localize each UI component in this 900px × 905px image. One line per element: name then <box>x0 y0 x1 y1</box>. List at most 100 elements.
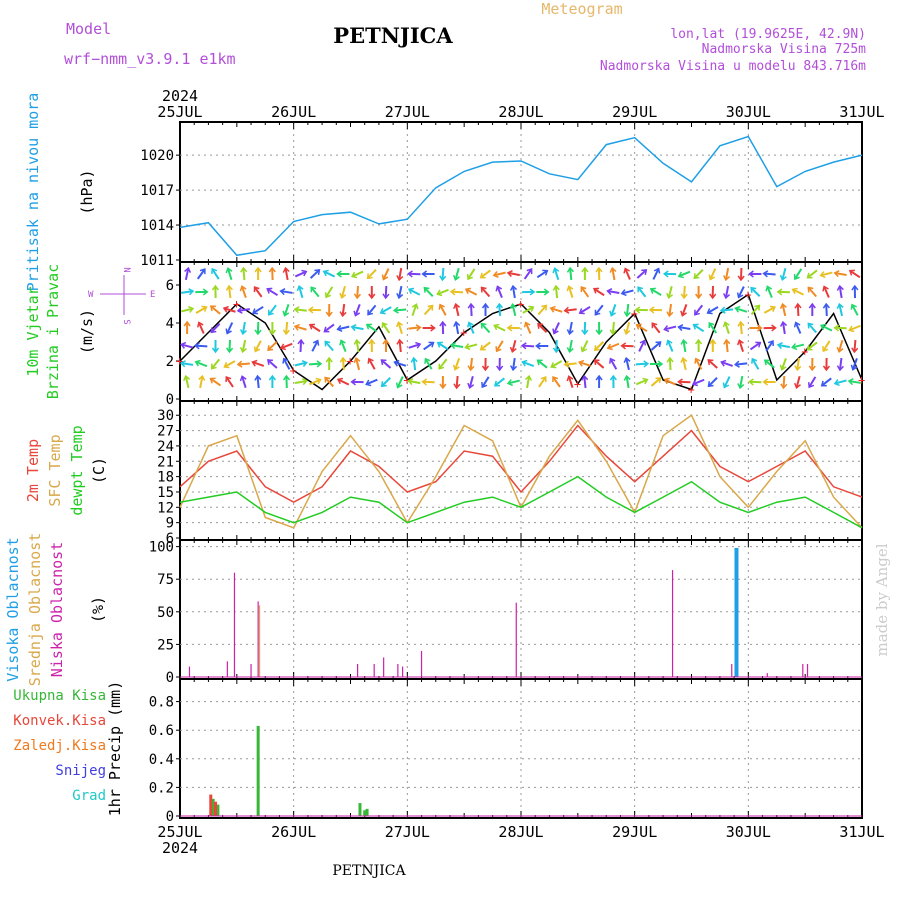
y-tick-label: 30 <box>157 408 174 424</box>
wind-arrow <box>212 286 218 298</box>
wind-arrow <box>578 304 591 315</box>
wind-arrow <box>607 288 620 296</box>
wind-arrow <box>353 357 362 370</box>
wind-arrow <box>636 361 648 368</box>
wind-arrow <box>397 340 404 353</box>
wind-arrow <box>466 267 478 280</box>
y-axis-label: Pritisak na nivou mora <box>24 93 42 292</box>
y-tick-label: 0 <box>166 670 174 686</box>
wind-arrow <box>296 285 305 298</box>
wind-arrow <box>294 378 307 386</box>
wind-arrow <box>353 303 363 316</box>
bar <box>767 673 768 677</box>
wind-arrow <box>550 305 563 314</box>
wind-arrow <box>710 286 716 298</box>
wind-arrow <box>765 285 775 298</box>
wind-arrow <box>266 303 278 316</box>
wind-arrow <box>465 342 478 351</box>
bar <box>366 809 369 816</box>
bar <box>259 605 260 677</box>
y-tick-label: 4 <box>166 316 174 332</box>
precip-legend-item: Ukupna Kisa <box>13 688 106 704</box>
wind-arrow <box>453 303 462 316</box>
wind-arrow <box>579 285 591 298</box>
wind-arrow <box>381 267 392 280</box>
wind-arrow <box>269 376 275 388</box>
wind-arrow <box>836 339 845 352</box>
wind-arrow <box>365 377 378 387</box>
y-axis-label: (hPa) <box>78 169 96 214</box>
bar <box>257 726 260 816</box>
wind-arrow <box>422 379 434 385</box>
day-label-bottom: 28JUL <box>498 823 543 841</box>
wind-arrow <box>567 340 575 353</box>
wind-arrow <box>806 268 819 280</box>
bar <box>250 664 251 677</box>
wind-arrow <box>582 268 588 280</box>
wind-arrow <box>454 376 461 388</box>
wind-arrow <box>252 285 264 298</box>
wind-arrow <box>522 343 534 350</box>
wind-arrow <box>780 322 788 335</box>
wind-arrow <box>536 304 548 317</box>
wind-arrow <box>465 287 478 298</box>
wind-arrow <box>507 378 520 387</box>
wind-arrow <box>310 339 321 352</box>
wind-arrow <box>396 321 405 334</box>
bar <box>227 661 228 677</box>
wind-arrow <box>553 286 560 299</box>
credit-label: made by Angel <box>873 543 891 656</box>
wind-arrow <box>665 339 675 352</box>
wind-arrow <box>294 306 307 313</box>
wind-arrow <box>283 322 290 334</box>
day-label-top: 31JUL <box>839 103 884 121</box>
wind-arrow <box>851 340 858 352</box>
bar <box>734 548 738 677</box>
wind-arrow <box>294 269 307 279</box>
y-tick-label: 1014 <box>140 218 174 234</box>
year-label-top: 2024 <box>162 87 198 105</box>
wind-arrow <box>680 340 688 353</box>
wind-arrow <box>238 360 250 367</box>
wind-arrow <box>749 379 761 385</box>
wind-arrow <box>550 358 563 369</box>
wind-arrow <box>821 285 831 298</box>
wind-arrow <box>536 343 548 349</box>
wind-arrow <box>251 359 264 369</box>
y-axis-label: 2m Temp <box>24 439 42 502</box>
gust-marker: + <box>176 354 183 368</box>
wind-arrow <box>849 303 860 316</box>
wind-arrow <box>255 268 261 280</box>
bar <box>214 802 217 816</box>
wind-arrow <box>240 322 248 335</box>
y-tick-label: 6 <box>166 278 174 294</box>
bar <box>402 667 403 677</box>
wind-arrow <box>663 377 676 388</box>
series-line-2 <box>180 477 862 528</box>
wind-arrow <box>408 324 421 331</box>
wind-arrow <box>649 286 662 297</box>
wind-arrow <box>735 305 748 314</box>
footer-station: PETNJICA <box>332 863 406 879</box>
wind-arrow <box>582 322 588 334</box>
y-axis-label: Srednja Oblacnost <box>26 533 44 687</box>
y-tick-label: 18 <box>157 470 174 486</box>
y-tick-label: 15 <box>157 485 174 501</box>
wind-arrow <box>809 304 815 316</box>
gust-marker: + <box>801 345 808 359</box>
day-label-top: 25JUL <box>157 103 202 121</box>
wind-arrow <box>764 379 776 385</box>
wind-arrow <box>536 375 548 388</box>
wind-arrow <box>593 358 606 370</box>
y-axis-label: SFC Temp <box>46 434 64 506</box>
precip-legend-item: Konvek.Kisa <box>13 713 106 729</box>
wind-arrow <box>283 376 289 388</box>
compass-e: E <box>150 290 155 300</box>
wind-arrow <box>834 378 847 387</box>
wind-arrow <box>609 268 617 281</box>
wind-arrow <box>479 268 492 280</box>
gust-marker: + <box>347 354 354 368</box>
wind-arrow <box>696 286 702 298</box>
